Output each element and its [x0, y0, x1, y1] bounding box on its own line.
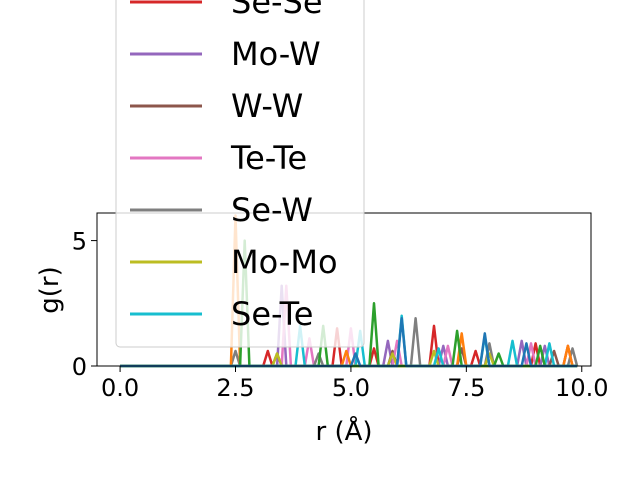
x-ticks: 0.0 2.5 5.0 7.5 10.0	[101, 366, 608, 402]
y-axis-label: g(r)	[35, 266, 65, 313]
x-tick-label: 7.5	[447, 374, 485, 402]
x-axis-label: r (Å)	[315, 415, 372, 447]
legend: Se-Se Mo-W W-W Te-Te Se-W Mo-Mo Se-Te	[115, 0, 365, 348]
y-tick-label: 5	[72, 228, 87, 256]
legend-label: Mo-Mo	[231, 243, 338, 281]
y-tick-label: 0	[72, 353, 87, 381]
x-tick-label: 5.0	[332, 374, 370, 402]
x-tick-label: 10.0	[555, 374, 608, 402]
legend-label: Se-Te	[231, 295, 313, 333]
legend-label: Se-W	[231, 191, 313, 229]
legend-label: W-W	[231, 87, 303, 125]
legend-label: Mo-W	[231, 35, 321, 73]
legend-box	[115, 0, 365, 348]
legend-label: Se-Se	[231, 0, 323, 21]
x-tick-label: 2.5	[216, 374, 254, 402]
legend-label: Te-Te	[230, 139, 307, 177]
x-tick-label: 0.0	[101, 374, 139, 402]
y-ticks: 05	[72, 228, 97, 381]
